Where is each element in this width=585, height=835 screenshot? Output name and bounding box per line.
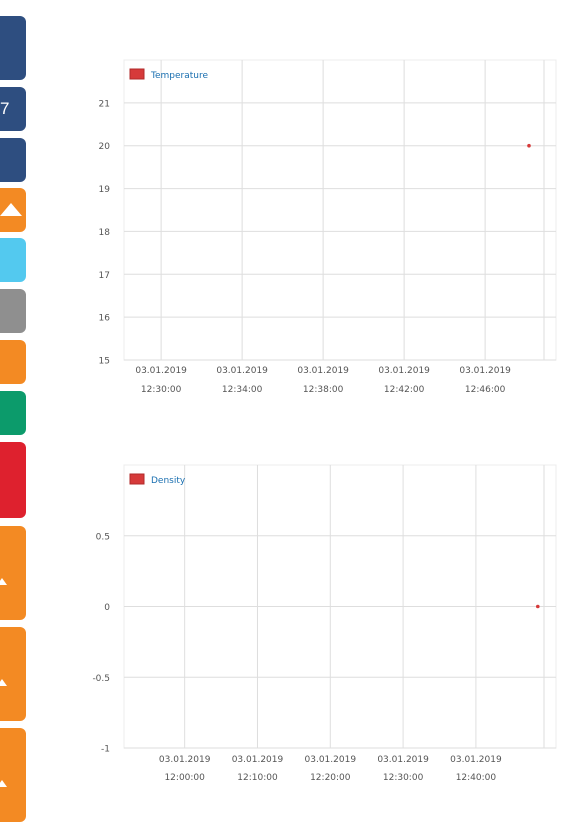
- x-tick-time: 12:30:00: [383, 773, 424, 783]
- x-tick-date: 03.01.2019: [159, 755, 211, 765]
- triangle-small-icon: [0, 679, 7, 686]
- sidebar-btn-10[interactable]: [0, 526, 26, 620]
- x-tick-time: 12:34:00: [222, 385, 263, 395]
- sidebar-button-label: 7: [0, 99, 10, 118]
- data-point: [535, 604, 540, 609]
- x-tick-time: 12:00:00: [164, 773, 205, 783]
- triangle-small-icon: [0, 780, 7, 787]
- sidebar-btn-12[interactable]: [0, 728, 26, 822]
- plot-area: [123, 59, 557, 361]
- x-tick-date: 03.01.2019: [305, 755, 357, 765]
- triangle-small-icon: [0, 578, 7, 585]
- x-tick-time: 12:30:00: [141, 385, 182, 395]
- x-tick-time: 12:42:00: [384, 385, 425, 395]
- sidebar: 7: [0, 0, 30, 835]
- legend-swatch: [129, 473, 145, 485]
- sidebar-btn-3[interactable]: [0, 138, 26, 182]
- x-tick-date: 03.01.2019: [450, 755, 502, 765]
- sidebar-btn-8[interactable]: [0, 391, 26, 435]
- y-tick-label: -1: [101, 745, 110, 755]
- sidebar-btn-6[interactable]: [0, 289, 26, 333]
- sidebar-btn-1[interactable]: [0, 16, 26, 80]
- x-tick-date: 03.01.2019: [378, 366, 430, 376]
- y-tick-label: -0.5: [92, 674, 110, 684]
- y-tick-label: 0.5: [96, 532, 110, 542]
- data-point: [527, 143, 531, 148]
- legend-label: Temperature: [150, 71, 208, 81]
- x-tick-date: 03.01.2019: [297, 366, 349, 376]
- legend-swatch: [129, 68, 145, 80]
- sidebar-btn-2[interactable]: 7: [0, 87, 26, 131]
- y-tick-label: 19: [99, 185, 111, 195]
- x-tick-date: 03.01.2019: [216, 366, 268, 376]
- x-tick-date: 03.01.2019: [459, 366, 511, 376]
- sidebar-btn-11[interactable]: [0, 627, 26, 721]
- triangle-up-icon: [0, 203, 22, 216]
- y-tick-label: 20: [99, 142, 111, 152]
- y-tick-label: 21: [99, 99, 110, 109]
- sidebar-btn-4[interactable]: [0, 188, 26, 232]
- x-tick-time: 12:10:00: [237, 773, 278, 783]
- y-tick-label: 17: [99, 271, 110, 281]
- x-tick-date: 03.01.2019: [232, 755, 284, 765]
- sidebar-btn-7[interactable]: [0, 340, 26, 384]
- x-tick-time: 12:40:00: [456, 773, 497, 783]
- sidebar-btn-9[interactable]: [0, 442, 26, 518]
- sidebar-btn-5[interactable]: [0, 238, 26, 282]
- x-tick-date: 03.01.2019: [377, 755, 429, 765]
- y-tick-label: 18: [99, 228, 111, 238]
- y-tick-label: 15: [99, 357, 110, 367]
- y-tick-label: 16: [99, 314, 111, 324]
- x-tick-time: 12:46:00: [465, 385, 506, 395]
- x-tick-time: 12:20:00: [310, 773, 351, 783]
- legend-label: Density: [151, 476, 186, 486]
- y-tick-label: 0: [104, 603, 110, 613]
- x-tick-time: 12:38:00: [303, 385, 344, 395]
- x-tick-date: 03.01.2019: [135, 366, 187, 376]
